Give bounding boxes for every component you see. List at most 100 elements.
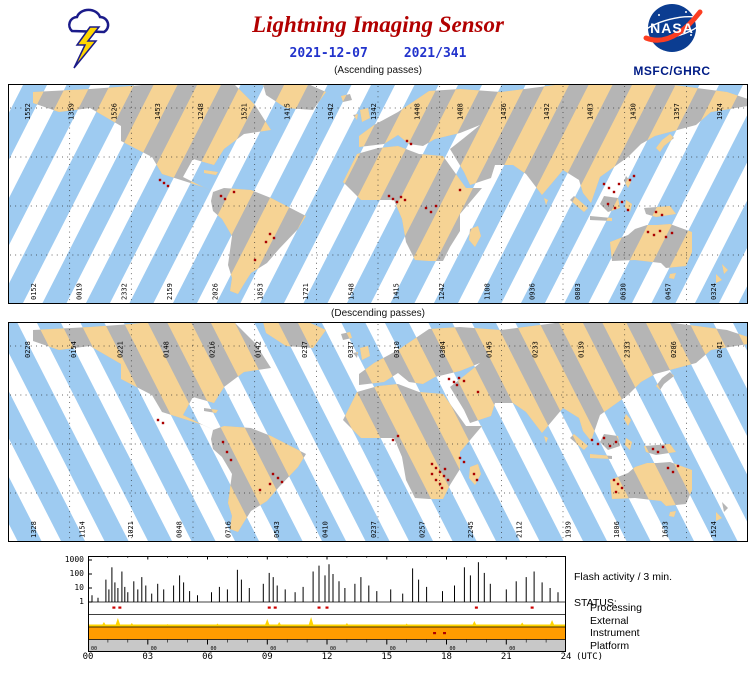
- platform-hour-label: 00: [330, 646, 336, 652]
- x-axis-unit: (UTC): [576, 652, 604, 662]
- pass-time-label-top: 0310: [393, 341, 401, 358]
- ascending-passes-map: 1552 1359 1526 1453 1248 1521 1415 1942 1342 1448…: [8, 84, 748, 304]
- lightning-flash-marker: [457, 376, 461, 380]
- x-axis-tick: 21: [500, 652, 512, 662]
- pass-time-label-top: 0145: [485, 341, 493, 358]
- pass-time-label-bottom: 2245: [467, 521, 475, 538]
- nasa-branding: NASA MSFC/GHRC: [620, 2, 724, 78]
- pass-time-label-bottom: 0543: [273, 521, 281, 538]
- pass-time-label-top: 0228: [24, 341, 32, 358]
- lightning-flash-marker: [458, 456, 462, 460]
- x-axis-tick: 03: [142, 652, 154, 662]
- flash-activity-chart: 00 00 00 00 00 00 00 00: [88, 556, 566, 652]
- y-axis-tick: 1: [79, 597, 84, 606]
- chart-border: [88, 556, 566, 652]
- pass-time-label-top: 0241: [716, 341, 724, 358]
- pass-time-label-top: 0206: [670, 341, 678, 358]
- pass-time-labels: 0228 0154 0221 0148 0216 0142 0237 0337 0310 0304…: [24, 341, 724, 538]
- lightning-flash-marker: [614, 440, 618, 444]
- lightning-flash-marker: [253, 258, 257, 262]
- lightning-flash-marker: [229, 458, 233, 462]
- lightning-flash-marker: [162, 181, 166, 185]
- y-axis-tick: 1000: [64, 555, 84, 564]
- pass-time-label-top: 2333: [624, 341, 632, 358]
- lightning-flash-marker: [223, 197, 227, 201]
- pass-time-label-top: 1357: [673, 103, 681, 120]
- date-label: 2021-12-07: [289, 46, 368, 61]
- lightning-flash-marker: [399, 195, 403, 199]
- status-row-label-instrument: Instrument: [590, 627, 640, 640]
- lightning-flash-marker: [440, 486, 444, 490]
- pass-time-label-bottom: 0324: [710, 283, 718, 300]
- lightning-flash-marker: [612, 190, 616, 194]
- pass-time-label-bottom: 0803: [574, 283, 582, 300]
- pass-time-label-top: 1448: [413, 103, 421, 120]
- pass-time-label-top: 1430: [630, 103, 638, 120]
- pass-time-label-top: 1521: [240, 103, 248, 120]
- lightning-flash-marker: [608, 444, 612, 448]
- lightning-flash-marker: [476, 390, 480, 394]
- lightning-flash-marker: [614, 490, 618, 494]
- pass-time-label-bottom: 1853: [257, 283, 265, 300]
- lightning-flash-marker: [654, 210, 658, 214]
- pass-time-label-bottom: 0019: [75, 283, 83, 300]
- pass-time-label-bottom: 2112: [516, 521, 524, 538]
- lightning-flash-marker: [166, 184, 170, 188]
- lightning-flash-marker: [272, 236, 276, 240]
- pass-time-label-top: 1942: [327, 103, 335, 120]
- lightning-flash-marker: [602, 182, 606, 186]
- x-axis-tick: 18: [441, 652, 452, 662]
- pass-time-label-bottom: 0936: [529, 283, 537, 300]
- pass-time-label-bottom: 0410: [321, 521, 329, 538]
- map-border: [8, 322, 748, 542]
- lightning-flash-marker: [409, 142, 413, 146]
- pass-time-labels: 1552 1359 1526 1453 1248 1521 1415 1942 1342 1448…: [24, 103, 724, 300]
- pass-time-label-bottom: 0848: [176, 521, 184, 538]
- status-row-label-processing: Processing: [590, 602, 642, 615]
- lightning-flash-marker: [462, 460, 466, 464]
- platform-hour-labels: 00 00 00 00 00 00 00 00: [91, 646, 515, 652]
- lightning-flash-marker: [602, 436, 606, 440]
- pass-time-label-bottom: 0630: [619, 283, 627, 300]
- lightning-flash-marker: [462, 379, 466, 383]
- pass-time-label-top: 1526: [111, 103, 119, 120]
- status-row-external-band: [88, 617, 566, 627]
- pass-time-label-bottom: 1328: [30, 521, 38, 538]
- lightning-flash-marker: [651, 447, 655, 451]
- lightning-flash-marker: [391, 438, 395, 442]
- pass-time-label-top: 0304: [439, 341, 447, 358]
- pass-time-label-bottom: 1806: [613, 521, 621, 538]
- lightning-flash-marker: [666, 466, 670, 470]
- map-border: [8, 84, 748, 304]
- org-label: MSFC/GHRC: [633, 64, 711, 78]
- lightning-flash-marker: [276, 476, 280, 480]
- x-axis-tick: 24: [560, 652, 572, 662]
- lightning-flash-marker: [221, 440, 225, 444]
- pass-time-label-bottom: 1242: [438, 283, 446, 300]
- pass-time-label-bottom: 0457: [665, 283, 673, 300]
- lightning-flash-marker: [455, 383, 459, 387]
- nasa-wordmark: NASA: [650, 20, 694, 36]
- lightning-flash-marker: [442, 474, 446, 478]
- pass-time-label-bottom: 1415: [393, 283, 401, 300]
- lightning-flash-marker: [475, 478, 479, 482]
- pass-time-label-bottom: 0237: [370, 521, 378, 538]
- lightning-flash-marker: [452, 380, 456, 384]
- lightning-flash-marker: [660, 213, 664, 217]
- flash-activity-label: Flash activity / 3 min.: [574, 571, 673, 583]
- lightning-flash-marker: [430, 472, 434, 476]
- lightning-flash-marker: [661, 445, 665, 449]
- x-axis-tick: 00: [82, 652, 94, 662]
- lightning-flash-marker: [387, 194, 391, 198]
- lightning-flash-marker: [403, 198, 407, 202]
- pass-time-label-bottom: 2332: [121, 283, 129, 300]
- lightning-flash-marker: [156, 418, 160, 422]
- pass-time-label-bottom: 0152: [30, 283, 38, 300]
- y-axis-tick: 10: [74, 583, 84, 592]
- lightning-bolt-shape: [73, 26, 101, 69]
- pass-time-label-bottom: 2159: [166, 283, 174, 300]
- lightning-flash-marker: [158, 178, 162, 182]
- lightning-flash-marker: [438, 470, 442, 474]
- pass-time-label-top: 1552: [24, 103, 32, 120]
- lightning-flash-marker: [429, 210, 433, 214]
